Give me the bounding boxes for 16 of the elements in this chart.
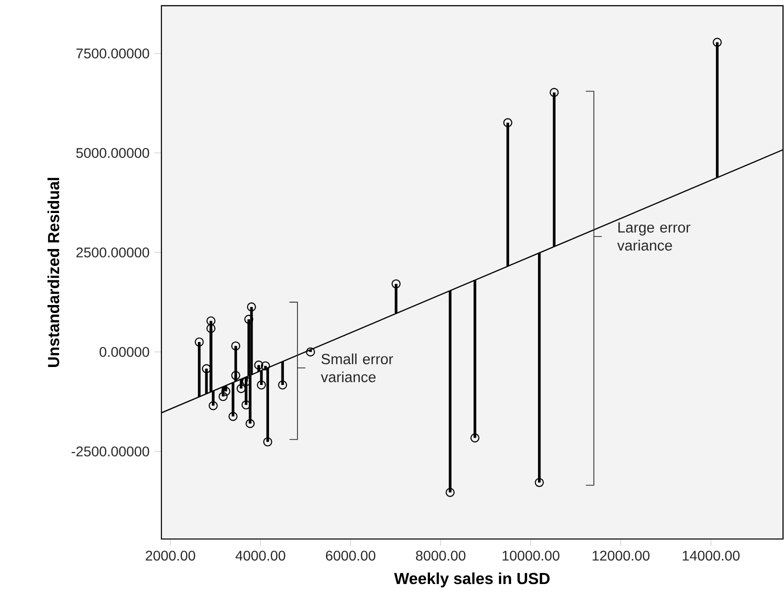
y-axis-title: Unstandardized Residual <box>48 178 60 367</box>
y-tick-label: 5000.00000 <box>76 148 150 158</box>
x-tick-label: 12000.00 <box>592 550 650 561</box>
x-tick-label: 8000.00 <box>416 550 466 561</box>
y-tick-label: 2500.00000 <box>76 247 150 258</box>
x-tick-label: 6000.00 <box>326 550 376 561</box>
x-axis-title: Weekly sales in USD <box>394 572 550 588</box>
y-tick-label: 7500.00000 <box>76 48 150 58</box>
x-tick-label: 2000.00 <box>146 550 196 561</box>
y-tick-label: 0.00000 <box>100 346 150 357</box>
y-tick-label: -2500.00000 <box>72 446 150 456</box>
x-tick-label: 4000.00 <box>236 550 286 561</box>
x-tick-label: 10000.00 <box>502 550 560 561</box>
x-tick-label: 14000.00 <box>682 550 740 561</box>
annotation: Large error variance <box>617 222 690 251</box>
annotation: Small error variance <box>320 353 394 382</box>
